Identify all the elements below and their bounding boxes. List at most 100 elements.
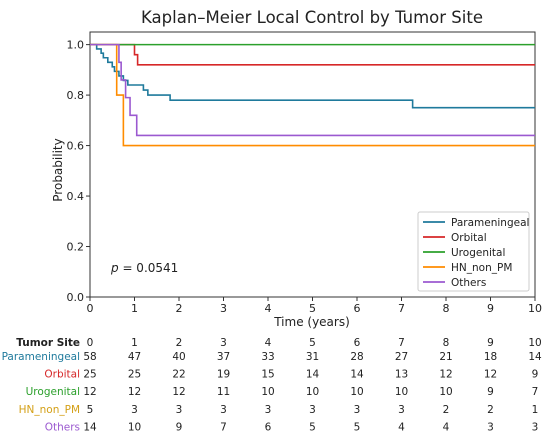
risk-table-cell: 3 [487, 421, 494, 433]
risk-table-row-label: Parameningeal [2, 351, 80, 363]
y-axis-label: Probability [51, 138, 65, 201]
risk-table-cell: 33 [261, 351, 274, 363]
chart-title: Kaplan–Meier Local Control by Tumor Site [141, 8, 483, 27]
km-curve-others [90, 43, 535, 137]
km-curve-parameningeal [90, 43, 535, 109]
x-tick-label: 8 [443, 302, 450, 315]
risk-table-cell: 4 [398, 421, 405, 433]
risk-table-time: 9 [487, 337, 494, 349]
y-tick-label: 1.0 [67, 39, 85, 52]
risk-table-cell: 11 [217, 386, 230, 398]
risk-table-cell: 14 [350, 369, 364, 381]
risk-table-cell: 31 [306, 351, 319, 363]
risk-table-cell: 27 [395, 351, 408, 363]
risk-table-cell: 3 [398, 404, 405, 416]
risk-table-time: 7 [398, 337, 405, 349]
risk-table-row-label: Others [45, 421, 80, 433]
risk-table-cell: 3 [131, 404, 138, 416]
x-tick-label: 3 [220, 302, 227, 315]
risk-table-cell: 10 [439, 386, 452, 398]
risk-table-cell: 10 [350, 386, 363, 398]
risk-table-cell: 1 [532, 404, 539, 416]
risk-table-row-label: Urogenital [26, 386, 80, 398]
risk-table-cell: 12 [83, 386, 96, 398]
risk-table-cell: 12 [128, 386, 141, 398]
risk-table-cell: 2 [443, 404, 450, 416]
risk-table-cell: 12 [484, 369, 497, 381]
y-tick-label: 0.4 [67, 190, 85, 203]
risk-table-row-label: Orbital [44, 369, 80, 381]
risk-table-time: 2 [176, 337, 183, 349]
legend-box [417, 211, 530, 292]
risk-table-row-label: HN_non_PM [19, 404, 80, 416]
risk-table-cell: 7 [532, 386, 539, 398]
p-value-annotation: p = 0.0541 [110, 261, 178, 275]
p-value-text: = 0.0541 [119, 261, 179, 275]
risk-table-cell: 5 [354, 421, 361, 433]
legend-entry: Others [451, 277, 486, 289]
risk-table-time: 6 [354, 337, 361, 349]
x-tick-label: 6 [354, 302, 361, 315]
y-tick-label: 0.0 [67, 291, 85, 304]
risk-table-cell: 9 [176, 421, 183, 433]
risk-table-cell: 14 [528, 351, 542, 363]
risk-table-cell: 58 [83, 351, 96, 363]
risk-table-cell: 37 [217, 351, 230, 363]
risk-table-cell: 25 [83, 369, 96, 381]
risk-table-cell: 3 [176, 404, 183, 416]
y-tick-label: 0.8 [67, 89, 85, 102]
risk-table-cell: 2 [487, 404, 494, 416]
risk-table-cell: 10 [395, 386, 408, 398]
legend-entry: HN_non_PM [451, 262, 512, 274]
risk-table-cell: 15 [261, 369, 274, 381]
risk-table-cell: 7 [220, 421, 227, 433]
risk-table-cell: 12 [439, 369, 452, 381]
risk-table-cell: 3 [532, 421, 539, 433]
risk-table-cell: 6 [265, 421, 272, 433]
risk-table-time: 4 [265, 337, 272, 349]
risk-table-time: 3 [220, 337, 227, 349]
risk-table-cell: 47 [128, 351, 141, 363]
legend-entry: Orbital [451, 232, 487, 244]
risk-table-cell: 19 [217, 369, 230, 381]
risk-table-cell: 28 [350, 351, 363, 363]
risk-table-cell: 9 [487, 386, 494, 398]
risk-table-cell: 5 [309, 421, 316, 433]
risk-table-cell: 21 [439, 351, 452, 363]
risk-table-cell: 9 [532, 369, 539, 381]
risk-table-cell: 14 [83, 421, 97, 433]
risk-table-time: 5 [309, 337, 316, 349]
x-tick-label: 0 [87, 302, 94, 315]
risk-table-cell: 10 [306, 386, 319, 398]
x-tick-label: 4 [265, 302, 272, 315]
risk-table-time: 8 [443, 337, 450, 349]
y-tick-label: 0.2 [67, 241, 85, 254]
x-tick-label: 9 [487, 302, 494, 315]
legend: Parameningeal Orbital Urogenital HN_non_PM O… [417, 211, 530, 292]
risk-table-cell: 12 [172, 386, 185, 398]
risk-table-header: Tumor Site [16, 337, 80, 349]
risk-table-cell: 5 [87, 404, 94, 416]
km-curve-orbital [90, 43, 535, 66]
x-tick-label: 1 [131, 302, 138, 315]
plot-area: 0.0 0.2 0.4 0.6 0.8 1.0 0 1 2 3 4 5 6 7 8 9 10 [67, 31, 542, 315]
risk-table-cell: 3 [265, 404, 272, 416]
risk-table-cell: 40 [172, 351, 185, 363]
x-axis-label: Time (years) [273, 315, 350, 329]
risk-table-cell: 3 [354, 404, 361, 416]
y-tick-label: 0.6 [67, 140, 85, 153]
risk-table-cell: 10 [261, 386, 274, 398]
risk-table-cell: 25 [128, 369, 141, 381]
risk-table-time: 0 [87, 337, 94, 349]
risk-table-cell: 13 [395, 369, 408, 381]
x-tick-label: 2 [176, 302, 183, 315]
risk-table-cell: 10 [128, 421, 141, 433]
x-tick-label: 10 [528, 302, 542, 315]
risk-table-cell: 22 [172, 369, 185, 381]
risk-table-time: 1 [131, 337, 138, 349]
risk-table-cell: 18 [484, 351, 497, 363]
risk-table-cell: 3 [309, 404, 316, 416]
legend-entry: Urogenital [451, 247, 505, 259]
